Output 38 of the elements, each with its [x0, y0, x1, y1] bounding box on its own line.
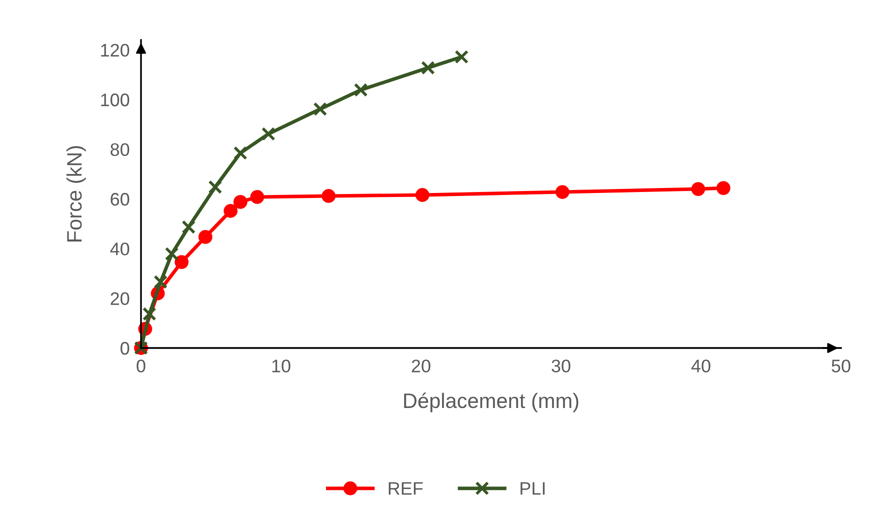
x-axis-title: Déplacement (mm) [404, 392, 578, 412]
point [224, 204, 238, 218]
x-tick-label: 10 [272, 360, 290, 372]
point [716, 181, 730, 195]
point [174, 255, 189, 270]
x-tick-label: 40 [691, 360, 710, 372]
legend-label: REF [388, 482, 423, 495]
point [164, 246, 179, 261]
point [313, 102, 328, 116]
legend-label: PLI [520, 482, 545, 495]
x-tick-label: 0 [136, 360, 146, 372]
point [454, 50, 469, 64]
point [421, 60, 435, 75]
point [233, 195, 248, 209]
point [261, 126, 276, 141]
point [354, 82, 368, 97]
x-tick-label: 50 [832, 360, 850, 372]
point [322, 189, 336, 203]
point [555, 185, 570, 199]
point [208, 180, 222, 194]
y-axis-title: Force (kN) [66, 146, 86, 242]
point [691, 182, 706, 196]
x-tick-label: 30 [552, 360, 570, 372]
point [233, 146, 248, 160]
y-tick-label: 120 [101, 44, 130, 57]
y-tick-label: 80 [110, 143, 130, 156]
y-tick-label: 20 [110, 292, 130, 306]
point [415, 188, 430, 202]
y-tick-label: 100 [101, 94, 130, 106]
y-tick-label: 0 [120, 342, 130, 355]
point [154, 274, 168, 289]
point [142, 307, 156, 321]
y-tick-label: 60 [110, 192, 130, 206]
x-tick-label: 20 [412, 360, 430, 372]
point [182, 220, 196, 234]
point [250, 190, 264, 204]
y-tick-label: 40 [110, 242, 130, 256]
point [198, 230, 212, 244]
